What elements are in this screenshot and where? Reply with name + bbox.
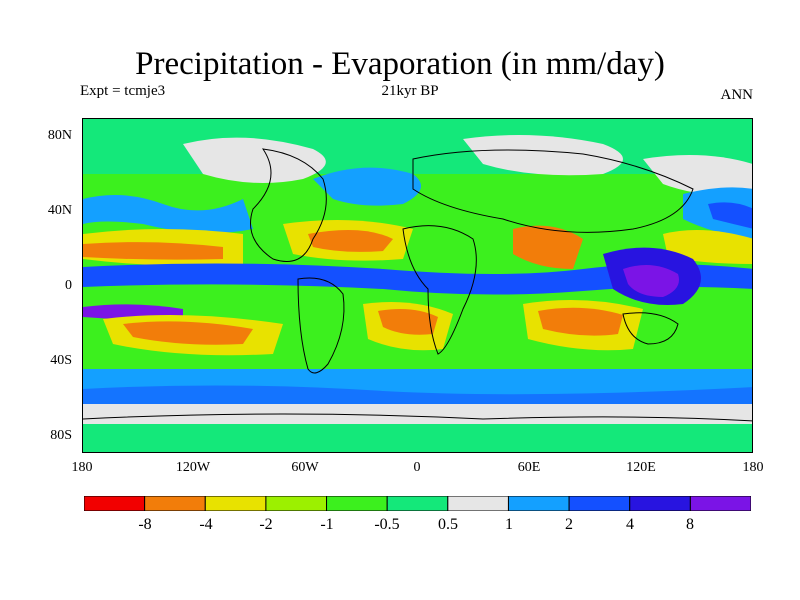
nh-pacific-track xyxy=(83,195,253,233)
lat-label-80s: 80S xyxy=(50,428,72,443)
antarctic-margin xyxy=(83,404,752,424)
southern-ocean-core xyxy=(83,385,752,404)
lon-label-60w: 60W xyxy=(291,460,319,475)
map-panel xyxy=(82,118,753,453)
indian-ocean-dry-core xyxy=(538,307,623,336)
lat-label-40s: 40S xyxy=(50,353,72,368)
lon-label-0: 0 xyxy=(413,460,421,475)
arctic-grey-2 xyxy=(463,135,623,176)
nh-pacific-dry-core xyxy=(83,242,223,260)
colorbar-swatch xyxy=(629,496,691,511)
colorbar-label: 0.5 xyxy=(438,516,458,533)
lat-label-40n: 40N xyxy=(47,203,72,218)
colorbar-label: -1 xyxy=(320,516,334,533)
p-minus-e-map xyxy=(83,119,752,452)
plot-title: Precipitation - Evaporation (in mm/day) xyxy=(135,46,665,82)
lat-label-80n: 80N xyxy=(47,128,72,143)
arabian-dry xyxy=(513,225,583,269)
coastlines xyxy=(83,148,752,422)
colorbar-swatch xyxy=(84,496,146,511)
colorbar-swatch xyxy=(144,496,206,511)
nh-atlantic-dry-core xyxy=(308,230,393,252)
experiment-label: Expt = tcmje3 xyxy=(80,83,166,99)
colorbar-swatch xyxy=(265,496,328,511)
colorbar xyxy=(84,496,751,511)
colorbar-label: -0.5 xyxy=(374,516,400,533)
colorbar-swatch xyxy=(689,496,751,511)
colorbar-swatch xyxy=(507,496,570,511)
antarctica xyxy=(83,424,752,452)
lon-label-60e: 60E xyxy=(517,460,541,475)
colorbar-label: -8 xyxy=(138,516,152,533)
africa-outline xyxy=(402,225,477,355)
colorbar-swatch xyxy=(326,496,388,511)
sh-atlantic-dry-core xyxy=(378,309,438,335)
colorbar-swatch xyxy=(386,496,449,511)
eurasia-outline xyxy=(412,149,694,233)
lon-label-180e: 180 xyxy=(742,460,764,475)
colorbar-label: -2 xyxy=(259,516,273,533)
warm-pool-core xyxy=(623,265,679,297)
colorbar-swatch xyxy=(568,496,631,511)
antarctica-outline xyxy=(83,413,752,422)
sh-pacific-dry-core xyxy=(123,321,253,345)
nw-pacific-core xyxy=(708,202,752,229)
colorbar-label: -4 xyxy=(199,516,213,533)
lat-label-0: 0 xyxy=(65,278,72,293)
colorbar-swatch xyxy=(204,496,267,511)
lon-label-180w: 180 xyxy=(71,460,93,475)
period-label: 21kyr BP xyxy=(381,83,439,99)
australia-outline xyxy=(622,312,679,345)
lon-label-120w: 120W xyxy=(175,460,211,475)
colorbar-label: 2 xyxy=(565,516,573,533)
nw-pacific-dry xyxy=(663,230,752,264)
nh-atlantic-track xyxy=(313,167,421,206)
season-label: ANN xyxy=(720,87,754,103)
south-america-outline xyxy=(297,277,345,374)
itcz-band xyxy=(83,263,752,295)
colorbar-label: 1 xyxy=(505,516,513,533)
lon-label-120e: 120E xyxy=(626,460,656,475)
colorbar-swatch xyxy=(447,496,509,511)
north-america-outline xyxy=(250,148,327,262)
colorbar-label: 4 xyxy=(626,516,634,533)
arctic-grey-3 xyxy=(643,155,752,196)
arctic-grey-1 xyxy=(183,137,326,183)
colorbar-label: 8 xyxy=(686,516,694,533)
